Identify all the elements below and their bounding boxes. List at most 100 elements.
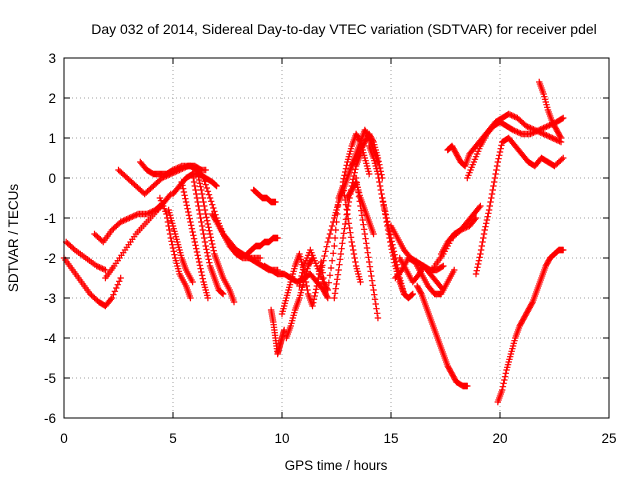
data-point (493, 166, 500, 174)
data-point (192, 186, 199, 194)
data-point (373, 305, 380, 312)
x-tick-label: 10 (274, 431, 289, 446)
data-point (367, 268, 374, 275)
data-point (371, 291, 378, 298)
data-point (546, 122, 553, 129)
data-point (350, 246, 357, 254)
data-point (474, 264, 481, 271)
data-point (497, 145, 504, 152)
y-axis-label: SDTVAR / TECUs (6, 184, 21, 293)
data-point (343, 211, 350, 218)
data-point (381, 204, 388, 212)
y-tick-label: 0 (48, 171, 56, 186)
data-point (182, 195, 189, 202)
data-point (318, 266, 325, 274)
data-point (392, 258, 400, 265)
data-point (198, 272, 206, 279)
data-point (194, 252, 201, 259)
data-point (193, 248, 201, 256)
data-point (198, 186, 205, 194)
data-point (120, 217, 127, 224)
series-track-34 (413, 282, 471, 390)
data-point (209, 201, 216, 208)
data-point (208, 237, 215, 244)
data-point (389, 244, 397, 252)
data-point (537, 126, 544, 133)
data-point (199, 194, 206, 202)
data-point (384, 221, 392, 228)
plot-frame (63, 57, 610, 419)
data-point (299, 266, 307, 273)
data-point (340, 187, 347, 194)
data-point (197, 265, 204, 272)
data-point (310, 296, 318, 303)
data-point (166, 226, 173, 234)
data-point (121, 216, 129, 224)
data-point (558, 156, 565, 163)
data-point (387, 231, 394, 238)
data-point (348, 238, 355, 246)
data-point (164, 218, 172, 226)
data-point (212, 182, 220, 189)
data-point (200, 198, 207, 206)
series-track-38 (464, 114, 567, 182)
data-point (383, 214, 390, 222)
data-point (557, 134, 565, 142)
data-point (534, 127, 541, 134)
data-point (230, 298, 238, 306)
data-point (117, 274, 124, 282)
data-point (297, 276, 305, 283)
y-tick-label: -6 (44, 411, 56, 426)
series-track-11 (189, 170, 227, 298)
data-point (374, 158, 382, 166)
y-tick-label: -3 (44, 291, 56, 306)
data-point (387, 234, 395, 242)
data-point (509, 112, 517, 120)
data-point (205, 224, 212, 231)
data-point (371, 296, 379, 303)
data-point (379, 194, 386, 202)
data-point (183, 202, 191, 209)
y-tick-label: 1 (48, 131, 56, 146)
data-point (528, 300, 536, 307)
data-point (552, 136, 559, 143)
data-point (193, 194, 201, 202)
series-track-36 (437, 202, 484, 258)
data-point (347, 234, 355, 241)
data-point (310, 299, 317, 306)
data-point (296, 279, 304, 286)
data-point (198, 190, 206, 198)
data-point (196, 210, 204, 218)
data-point (351, 254, 358, 262)
data-point (547, 134, 555, 141)
data-point (517, 130, 524, 137)
data-point (94, 263, 102, 270)
data-point (191, 238, 198, 246)
data-point (212, 217, 220, 224)
data-point (364, 249, 371, 256)
data-point (324, 286, 331, 294)
data-point (508, 112, 515, 119)
data-point (553, 136, 560, 144)
data-point (207, 198, 215, 205)
data-point (366, 263, 374, 270)
data-point (193, 166, 201, 174)
data-point (257, 254, 264, 262)
data-point (349, 242, 356, 250)
data-point (527, 124, 534, 132)
data-point (544, 122, 552, 130)
data-point (331, 294, 338, 302)
data-point (538, 125, 546, 132)
data-point (482, 220, 490, 227)
data-point (204, 188, 212, 195)
data-point (195, 202, 202, 210)
data-point (179, 182, 186, 189)
data-point (325, 234, 333, 242)
series-track-12 (193, 166, 238, 306)
data-point (314, 278, 321, 286)
data-point (477, 250, 484, 258)
series-track-04 (102, 190, 175, 282)
data-point (461, 162, 468, 169)
data-point (117, 218, 124, 226)
data-point (391, 251, 398, 258)
